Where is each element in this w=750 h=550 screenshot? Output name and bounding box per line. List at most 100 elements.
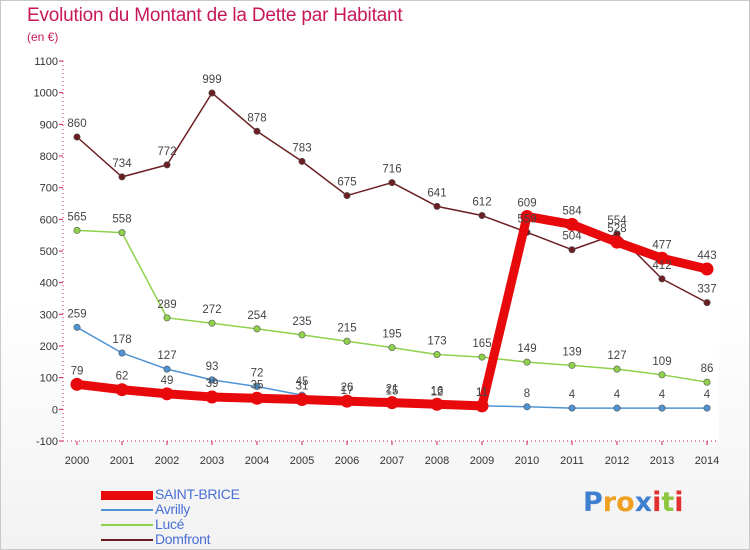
x-tick-label: 2012: [605, 455, 629, 467]
data-point-avrilly: [613, 404, 621, 412]
x-tick-label: 2000: [65, 455, 89, 467]
data-label-avrilly: 93: [206, 361, 219, 373]
data-point-domfront: [298, 157, 306, 165]
data-point-luc-: [298, 331, 306, 339]
chart-unit-subtitle: (en €): [27, 30, 59, 44]
data-label-domfront: 559: [517, 213, 536, 225]
x-tick-label: 2013: [650, 455, 674, 467]
y-tick-label: 900: [40, 119, 58, 131]
data-label-avrilly: 45: [296, 376, 309, 388]
data-label-domfront: 641: [427, 187, 446, 199]
data-label-luc-: 558: [112, 214, 131, 226]
data-point-saint-brice: [205, 390, 219, 404]
legend-item-domfront: Domfront: [101, 531, 301, 547]
data-label-avrilly: 178: [112, 334, 131, 346]
data-label-domfront: 772: [157, 146, 176, 158]
data-label-saint-brice: 584: [562, 205, 582, 217]
data-point-saint-brice: [520, 209, 534, 223]
data-label-avrilly: 127: [157, 350, 176, 362]
data-point-luc-: [478, 353, 486, 361]
data-label-domfront: 612: [472, 197, 491, 209]
data-point-saint-brice: [655, 251, 669, 265]
data-point-avrilly: [568, 404, 576, 412]
x-tick-label: 2007: [380, 455, 404, 467]
data-point-avrilly: [658, 404, 666, 412]
data-point-luc-: [703, 378, 711, 386]
data-point-saint-brice: [160, 387, 174, 401]
chart-title: Evolution du Montant de la Dette par Hab…: [27, 5, 403, 26]
data-label-luc-: 139: [562, 346, 581, 358]
data-label-avrilly: 259: [67, 308, 86, 320]
data-label-saint-brice: 31: [296, 381, 309, 393]
data-point-domfront: [388, 179, 396, 187]
data-label-saint-brice: 16: [431, 385, 444, 397]
x-tick-label: 2014: [695, 455, 719, 467]
data-label-luc-: 289: [157, 299, 176, 311]
data-point-domfront: [118, 173, 126, 181]
legend-swatch: [101, 539, 153, 541]
legend-item-avrilly: Avrilly: [101, 501, 301, 517]
y-tick-label: -100: [36, 436, 58, 448]
data-point-luc-: [388, 344, 396, 352]
y-tick-label: 700: [40, 183, 58, 195]
data-point-saint-brice: [250, 391, 264, 405]
legend-swatch: [101, 491, 153, 500]
data-label-saint-brice: 21: [386, 384, 399, 396]
data-label-luc-: 195: [382, 329, 401, 341]
data-point-saint-brice: [115, 383, 129, 397]
legend-label: SAINT-BRICE: [155, 486, 240, 502]
data-point-avrilly: [73, 323, 81, 331]
data-label-domfront: 999: [202, 74, 221, 86]
data-label-domfront: 878: [247, 112, 266, 124]
y-tick-label: 500: [40, 246, 58, 258]
data-label-saint-brice: 11: [476, 387, 488, 399]
data-point-domfront: [208, 89, 216, 97]
x-tick-label: 2003: [200, 455, 224, 467]
y-tick-label: 0: [52, 404, 58, 416]
data-point-luc-: [568, 361, 576, 369]
legend-label: Domfront: [155, 531, 211, 547]
logo-letter: x: [634, 487, 653, 518]
legend-item-saint-brice: SAINT-BRICE: [101, 486, 301, 502]
data-point-domfront: [73, 133, 81, 141]
data-point-avrilly: [703, 404, 711, 412]
data-point-luc-: [73, 226, 81, 234]
data-label-luc-: 165: [472, 338, 491, 350]
data-point-avrilly: [523, 403, 531, 411]
data-label-luc-: 109: [652, 356, 671, 368]
data-label-saint-brice: 26: [341, 382, 354, 394]
data-label-luc-: 86: [701, 363, 714, 375]
data-point-domfront: [433, 202, 441, 210]
data-point-domfront: [568, 246, 576, 254]
data-label-domfront: 734: [112, 158, 132, 170]
data-label-saint-brice: 528: [607, 223, 626, 235]
data-label-luc-: 235: [292, 316, 311, 328]
logo-letter: o: [616, 487, 635, 518]
data-label-domfront: 554: [607, 215, 627, 227]
logo-letter: t: [661, 487, 675, 518]
data-point-luc-: [208, 319, 216, 327]
legend-label: Lucé: [155, 516, 185, 532]
data-point-avrilly: [118, 349, 126, 357]
proxiti-logo: Proxiti: [583, 487, 684, 518]
data-point-luc-: [118, 229, 126, 237]
legend-swatch: [101, 524, 153, 526]
x-tick-label: 2008: [425, 455, 449, 467]
data-point-domfront: [703, 299, 711, 307]
data-label-saint-brice: 443: [697, 250, 716, 262]
plot-area: [63, 61, 719, 441]
y-tick-label: 400: [40, 278, 58, 290]
data-label-luc-: 215: [337, 322, 356, 334]
data-label-avrilly: 17: [341, 385, 354, 397]
data-label-luc-: 272: [202, 304, 221, 316]
data-point-luc-: [253, 325, 261, 333]
data-label-avrilly: 72: [251, 368, 264, 380]
data-point-saint-brice: [385, 396, 399, 410]
logo-letter: r: [602, 487, 617, 518]
data-label-avrilly: 11: [476, 387, 488, 399]
y-tick-label: 200: [40, 341, 58, 353]
data-label-domfront: 504: [562, 231, 582, 243]
data-label-luc-: 149: [517, 343, 536, 355]
